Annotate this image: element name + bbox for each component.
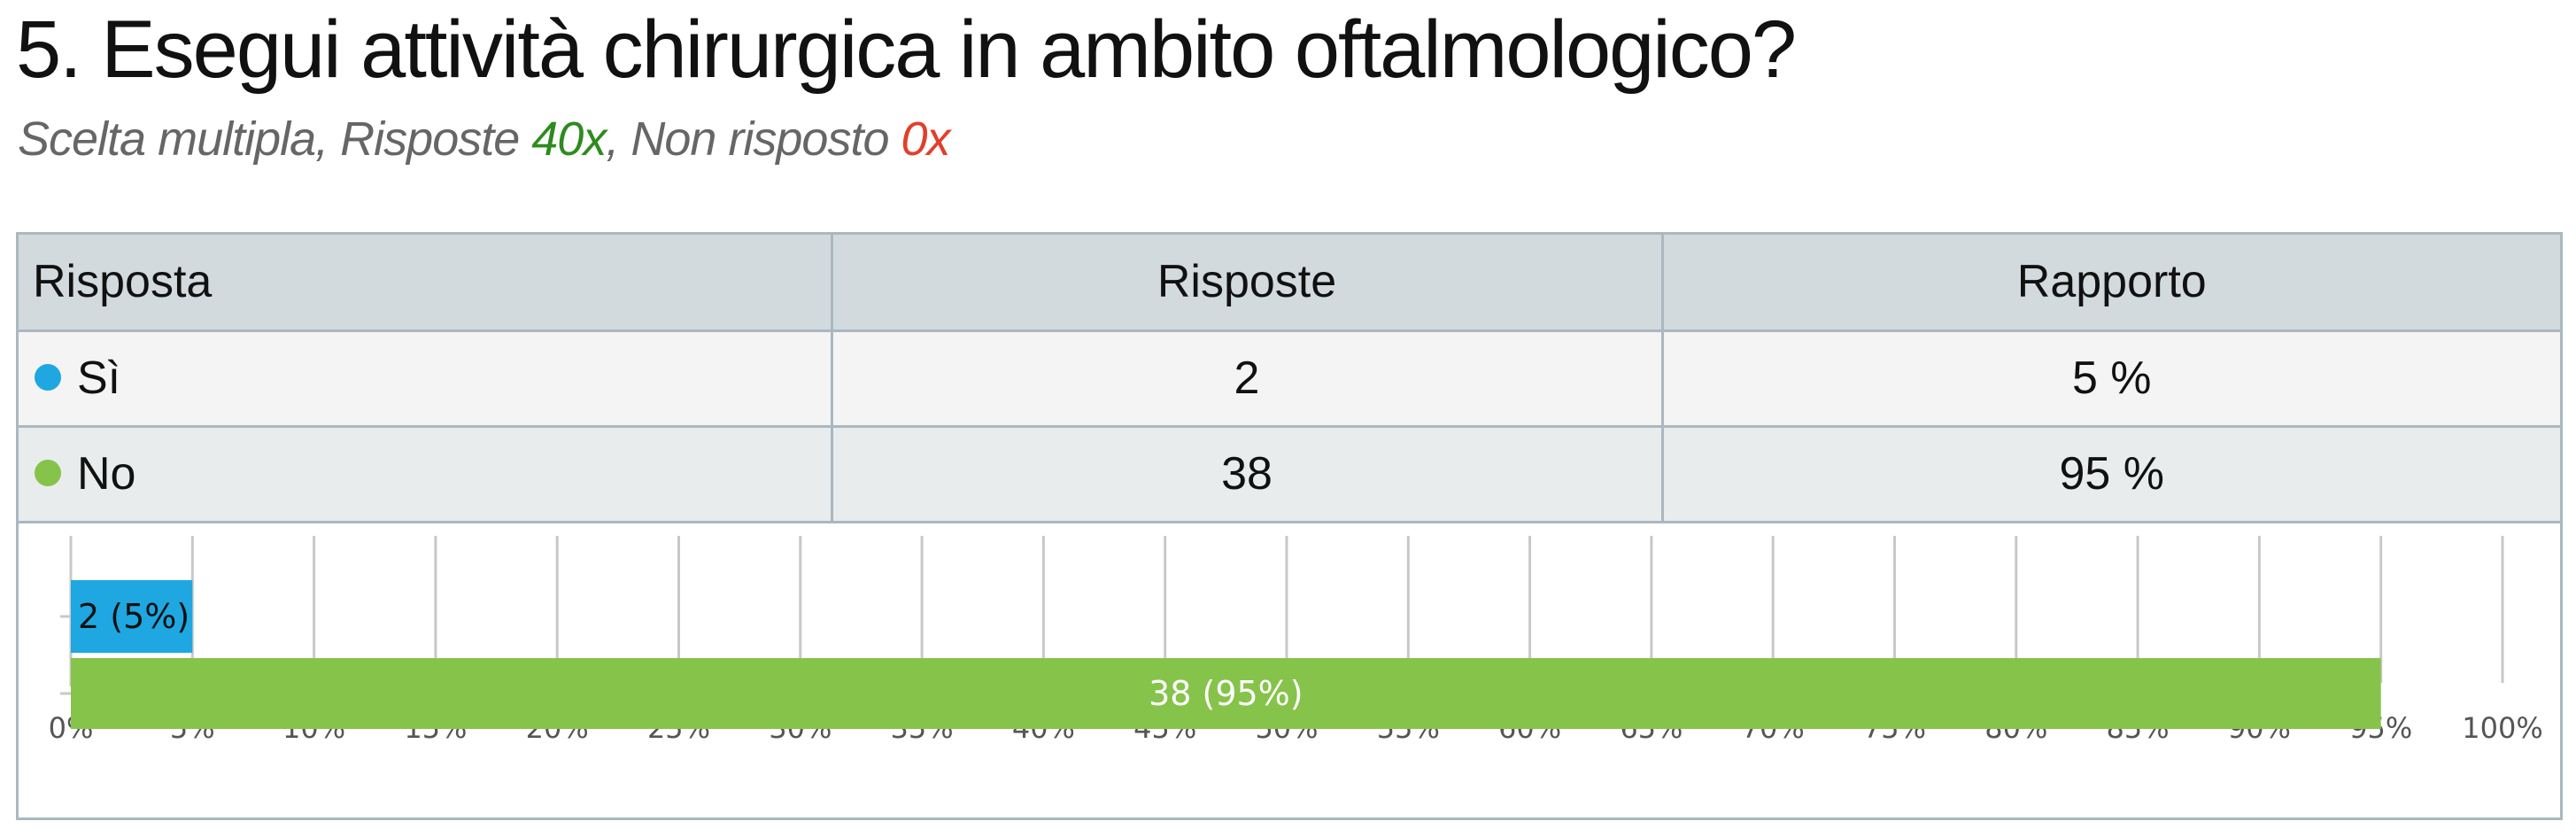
subtitle-type: Scelta multipla, Risposte	[18, 112, 532, 166]
bar-data-label: 38 (95%)	[1149, 674, 1303, 713]
unanswered-count: 0x	[901, 112, 951, 166]
results-table: Risposta Risposte Rapporto Sì 2 5 % No 3…	[19, 235, 2560, 523]
bar	[71, 658, 2381, 729]
answered-count: 40x	[531, 112, 607, 166]
answer-label: Sì	[77, 353, 121, 404]
table-row: Sì 2 5 %	[19, 329, 2560, 428]
count-cell: 38	[830, 424, 1664, 523]
answer-cell: No	[19, 424, 833, 523]
answer-cell: Sì	[19, 329, 833, 428]
header-risposta: Risposta	[19, 235, 833, 332]
results-panel: Risposta Risposte Rapporto Sì 2 5 % No 3…	[16, 232, 2563, 820]
question-title: 5. Esegui attività chirurgica in ambito …	[16, 4, 1797, 95]
series-dot-icon	[35, 460, 61, 487]
table-row: No 38 95 %	[19, 424, 2560, 523]
ratio-cell: 5 %	[1660, 329, 2560, 428]
header-risposte: Risposte	[830, 235, 1664, 332]
ratio-cell: 95 %	[1660, 424, 2560, 523]
answer-label: No	[77, 448, 136, 500]
bar-chart: 0%5%10%15%20%25%30%35%40%45%50%55%60%65%…	[49, 536, 2543, 745]
question-subtitle: Scelta multipla, Risposte 40x, Non rispo…	[18, 112, 951, 167]
series-dot-icon	[35, 364, 61, 391]
count-cell: 2	[830, 329, 1664, 428]
subtitle-middle: , Non risposto	[606, 112, 901, 166]
bar	[71, 580, 193, 653]
bar-data-label: 2 (5%)	[78, 597, 190, 636]
header-rapporto: Rapporto	[1660, 235, 2560, 332]
x-tick-label: 100%	[2462, 711, 2542, 745]
table-header-row: Risposta Risposte Rapporto	[19, 235, 2560, 332]
